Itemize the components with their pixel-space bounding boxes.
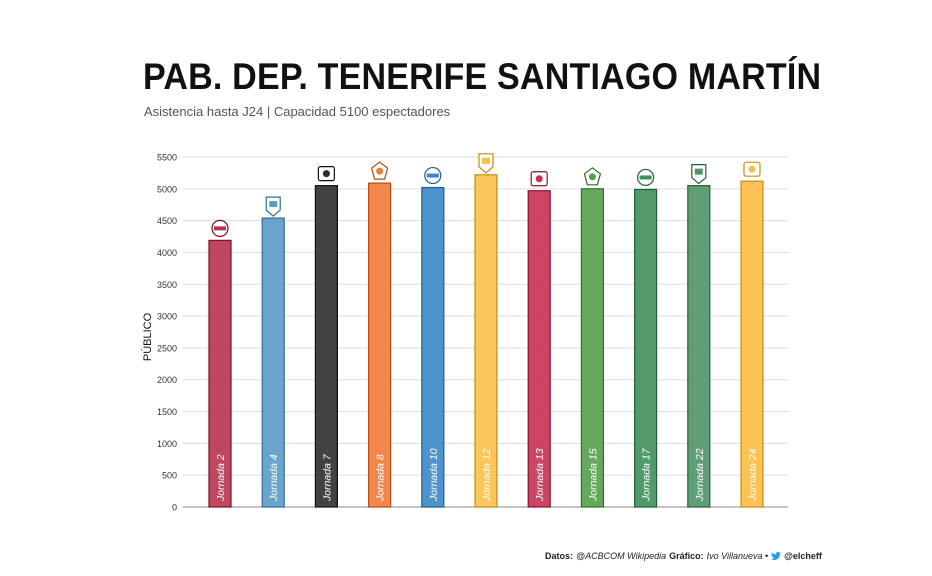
bar-category-label: Jornada 17 bbox=[641, 447, 653, 502]
bar bbox=[633, 188, 658, 508]
bar-category-label: Jornada 4 bbox=[268, 454, 280, 502]
real-betis-icon bbox=[636, 168, 655, 187]
bar bbox=[740, 180, 764, 508]
footer-datos-label: Datos: bbox=[545, 551, 574, 561]
footer-handle: @elcheff bbox=[784, 551, 822, 561]
chart-title: PAB. DEP. TENERIFE SANTIAGO MARTÍN bbox=[143, 56, 822, 97]
bar-category-label: Jornada 10 bbox=[428, 448, 440, 502]
ucam-murcia-icon bbox=[424, 166, 442, 185]
joventut-icon bbox=[691, 164, 707, 185]
bar bbox=[580, 188, 605, 508]
bar bbox=[527, 190, 551, 508]
valencia-basket-icon bbox=[370, 161, 389, 180]
y-tick-label: 0 bbox=[172, 503, 177, 513]
bar-category-label: Jornada 12 bbox=[481, 448, 493, 502]
y-tick-label: 500 bbox=[162, 471, 177, 481]
bar-category-label: Jornada 22 bbox=[694, 448, 706, 502]
chart-subtitle: Asistencia hasta J24 | Capacidad 5100 es… bbox=[144, 104, 451, 119]
bar-category-label: Jornada 13 bbox=[534, 448, 546, 502]
y-tick-label: 5000 bbox=[157, 184, 177, 194]
y-tick-label: 1000 bbox=[157, 439, 177, 449]
team-logos bbox=[211, 153, 761, 237]
bar bbox=[261, 217, 285, 508]
bar bbox=[208, 239, 232, 508]
unicaja-icon bbox=[583, 167, 602, 186]
y-tick-labels: 0 500 1000 1500 2000 2500 3000 3500 4000 4500 5000… bbox=[157, 153, 177, 513]
bar bbox=[687, 185, 711, 508]
gran-canaria-icon bbox=[743, 161, 761, 177]
bar-category-label: Jornada 8 bbox=[375, 454, 387, 502]
y-tick-label: 2500 bbox=[157, 343, 177, 353]
bar-category-label: Jornada 24 bbox=[747, 448, 759, 502]
tenerife-icon bbox=[317, 166, 335, 182]
bar bbox=[368, 182, 392, 508]
bars: Jornada 2 Jornada 4 Jornada 7 Jornada 8 Jorn… bbox=[208, 174, 764, 508]
bar-category-label: Jornada 2 bbox=[215, 454, 227, 502]
twitter-bird-icon bbox=[771, 551, 782, 561]
y-tick-label: 4000 bbox=[157, 248, 177, 258]
y-tick-label: 3500 bbox=[157, 280, 177, 290]
bar bbox=[474, 174, 498, 508]
coosur-betis-old-icon bbox=[265, 196, 281, 217]
y-tick-label: 1500 bbox=[157, 407, 177, 417]
y-tick-label: 2000 bbox=[157, 375, 177, 385]
bar-category-label: Jornada 15 bbox=[587, 448, 599, 502]
baxi-manresa-icon bbox=[211, 219, 229, 237]
y-tick-label: 5500 bbox=[157, 153, 177, 163]
footer-credits: Datos: @ACBCOM Wikipedia Gráfico: Ivo Vi… bbox=[545, 551, 822, 561]
footer-grafico-label: Gráfico: bbox=[669, 551, 704, 561]
footer-datos-value: @ACBCOM Wikipedia bbox=[576, 551, 667, 561]
bar-category-label: Jornada 7 bbox=[321, 453, 333, 502]
bar bbox=[421, 186, 445, 508]
y-axis-label: PÚBLICO bbox=[141, 312, 154, 361]
y-tick-label: 4500 bbox=[157, 216, 177, 226]
real-madrid-icon bbox=[478, 153, 494, 174]
bilbao-basket-icon bbox=[530, 171, 548, 187]
footer-grafico-value: Ivo Villanueva • bbox=[706, 551, 769, 561]
bar bbox=[314, 185, 338, 508]
y-tick-label: 3000 bbox=[157, 312, 177, 322]
